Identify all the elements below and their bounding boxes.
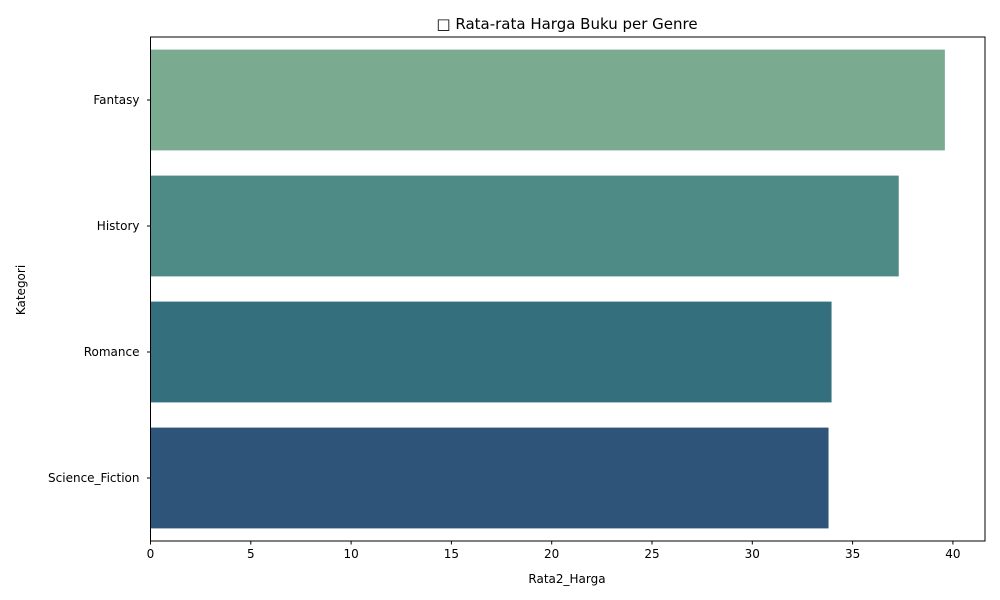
y-tick-label: Science_Fiction	[48, 471, 139, 485]
x-tick-label: 0	[147, 547, 155, 561]
chart-title: □ Rata-rata Harga Buku per Genre	[436, 15, 697, 33]
y-tick-label: Romance	[84, 345, 140, 359]
x-tick-label: 5	[247, 547, 255, 561]
x-tick-label: 40	[945, 547, 960, 561]
x-tick-label: 15	[444, 547, 459, 561]
x-axis-label: Rata2_Harga	[528, 572, 605, 586]
x-axis-ticks: 0 5 10 15 20 25 30 35 40	[147, 541, 961, 561]
y-axis-ticks: Fantasy History Romance Science_Fiction	[48, 93, 150, 485]
x-tick-label: 30	[745, 547, 760, 561]
bars-group	[151, 50, 945, 529]
y-tick-label: History	[97, 219, 140, 233]
x-tick-label: 25	[644, 547, 659, 561]
bar-fantasy	[151, 50, 945, 151]
y-tick-label: Fantasy	[93, 93, 139, 107]
x-tick-label: 35	[845, 547, 860, 561]
y-axis-label: Kategori	[14, 265, 28, 315]
bar-romance	[151, 302, 832, 403]
bar-science-fiction	[151, 428, 829, 529]
bar-history	[151, 176, 899, 277]
x-tick-label: 20	[544, 547, 559, 561]
x-tick-label: 10	[343, 547, 358, 561]
